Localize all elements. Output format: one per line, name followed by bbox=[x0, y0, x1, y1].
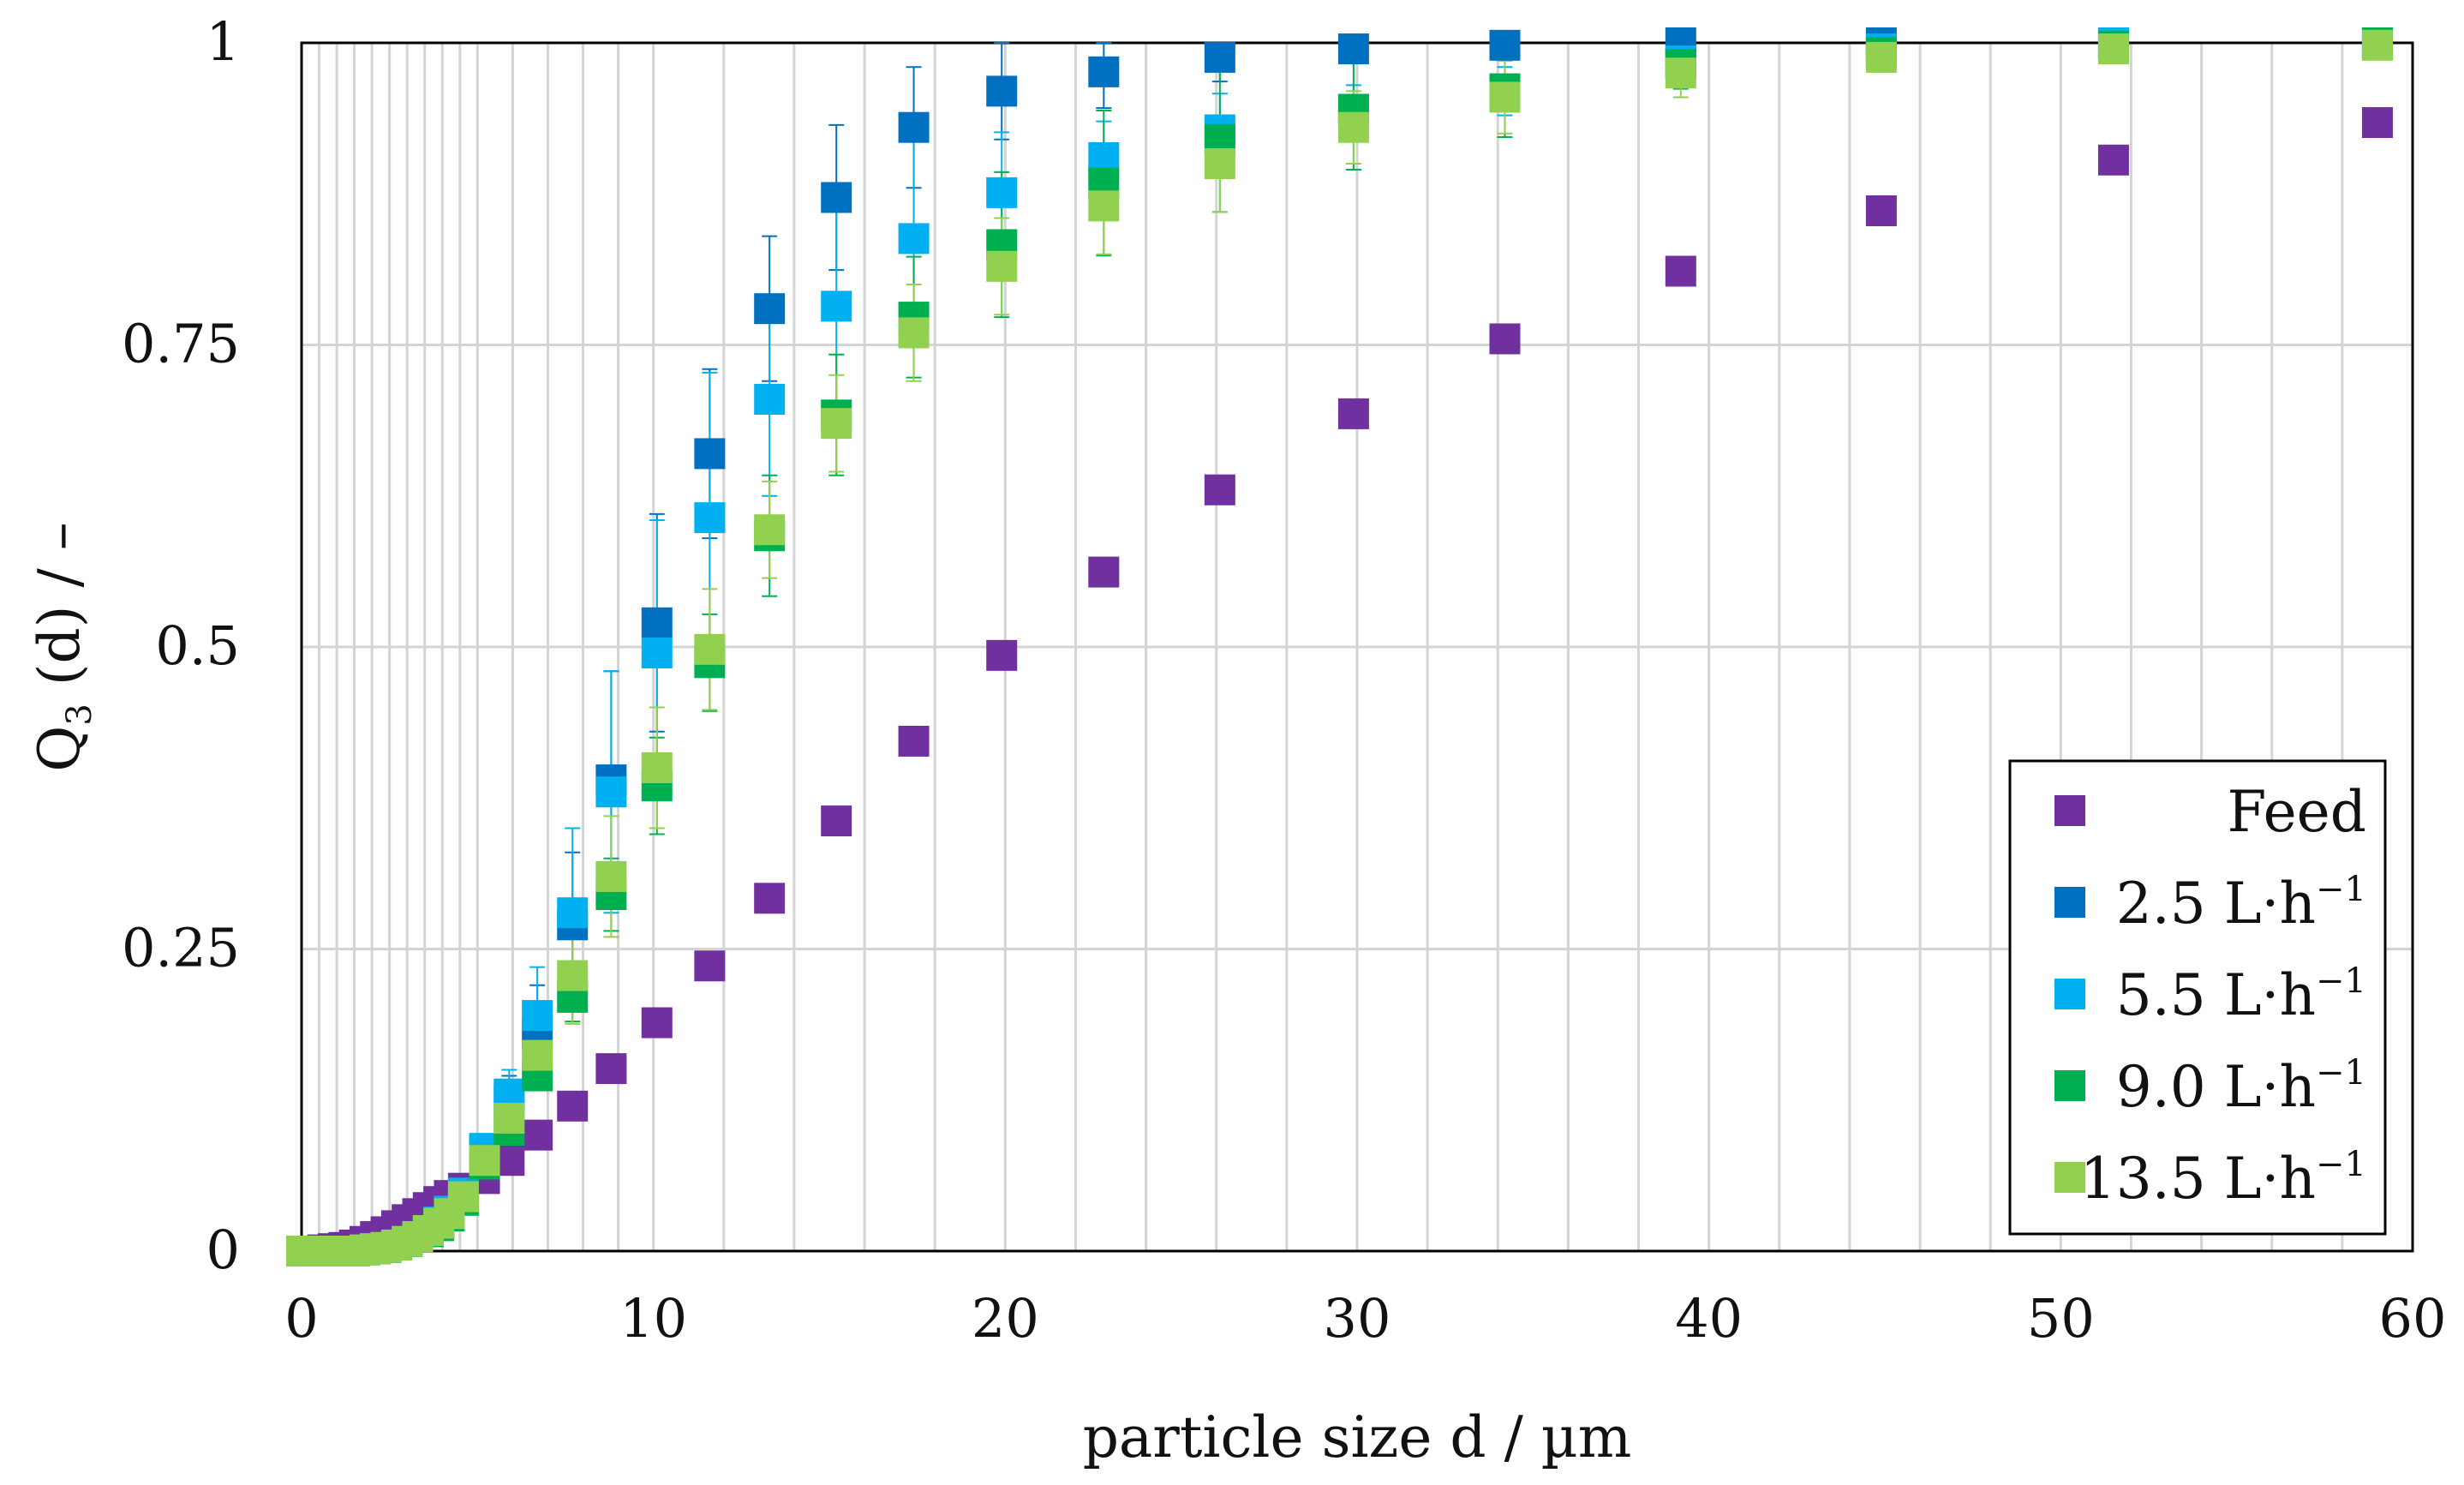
y-tick-label: 1 bbox=[206, 10, 240, 73]
data-point-series-2 bbox=[754, 383, 786, 415]
data-point-series-1 bbox=[641, 607, 673, 638]
x-tick-label: 40 bbox=[1675, 1287, 1743, 1350]
y-axis-title: Q3 (d) / – bbox=[27, 522, 99, 771]
data-point-series-2 bbox=[986, 177, 1018, 208]
legend-swatch bbox=[2054, 979, 2085, 1009]
y-axis-title-subscript: 3 bbox=[60, 704, 99, 725]
data-point-feed bbox=[557, 1090, 589, 1122]
legend-label-text: Feed bbox=[2227, 779, 2366, 845]
legend-swatch bbox=[2054, 1070, 2085, 1101]
data-point-series-4 bbox=[469, 1145, 500, 1177]
data-point-series-1 bbox=[1337, 33, 1369, 65]
legend-label: 2.5 L·h−1 bbox=[2116, 870, 2366, 937]
data-point-series-4 bbox=[986, 250, 1018, 282]
data-point-series-1 bbox=[821, 182, 852, 213]
data-point-series-2 bbox=[641, 638, 673, 669]
data-point-series-1 bbox=[694, 438, 726, 470]
legend-swatch bbox=[2054, 795, 2085, 826]
data-point-feed bbox=[1088, 556, 1120, 588]
data-point-feed bbox=[986, 639, 1018, 671]
x-axis-tick-labels: 0 10 20 30 40 50 60 bbox=[284, 1287, 2446, 1350]
data-point-series-2 bbox=[557, 897, 589, 929]
data-point-feed bbox=[754, 883, 786, 914]
data-point-feed bbox=[898, 725, 930, 757]
data-point-feed bbox=[1337, 398, 1369, 429]
legend-label-exponent: −1 bbox=[2316, 870, 2366, 909]
data-point-series-4 bbox=[2361, 29, 2393, 61]
data-point-series-4 bbox=[1204, 148, 1235, 179]
legend-label-exponent: −1 bbox=[2316, 961, 2366, 1001]
data-point-series-4 bbox=[1337, 111, 1369, 143]
data-point-series-2 bbox=[595, 776, 627, 808]
data-point-series-1 bbox=[986, 75, 1018, 107]
data-point-series-4 bbox=[1665, 57, 1696, 89]
x-tick-label: 30 bbox=[1324, 1287, 1391, 1350]
data-point-series-4 bbox=[447, 1181, 479, 1213]
data-point-series-4 bbox=[1088, 190, 1120, 222]
data-point-series-4 bbox=[557, 960, 589, 991]
data-point-feed bbox=[1665, 255, 1696, 287]
legend-swatch bbox=[2054, 1162, 2085, 1193]
data-point-feed bbox=[694, 950, 726, 982]
data-point-series-4 bbox=[493, 1102, 525, 1134]
legend-label-text: 2.5 L·h bbox=[2116, 871, 2316, 937]
data-point-series-1 bbox=[754, 293, 786, 325]
data-point-feed bbox=[522, 1119, 553, 1151]
data-point-feed bbox=[821, 805, 852, 837]
data-point-series-1 bbox=[1088, 56, 1120, 87]
data-point-series-4 bbox=[754, 514, 786, 546]
y-axis-title-rest: (d) / – bbox=[27, 522, 93, 704]
x-tick-label: 10 bbox=[619, 1287, 687, 1350]
data-point-series-4 bbox=[1489, 81, 1521, 113]
data-point-feed bbox=[2097, 144, 2129, 176]
legend-swatch bbox=[2054, 887, 2085, 918]
data-point-series-4 bbox=[694, 633, 726, 665]
legend-label-text: 5.5 L·h bbox=[2116, 962, 2316, 1028]
data-point-series-4 bbox=[821, 408, 852, 440]
data-point-feed bbox=[1489, 323, 1521, 355]
data-point-feed bbox=[595, 1053, 627, 1085]
x-tick-label: 50 bbox=[2027, 1287, 2095, 1350]
data-point-series-2 bbox=[898, 223, 930, 254]
data-point-feed bbox=[1865, 195, 1897, 226]
data-point-series-2 bbox=[694, 502, 726, 534]
data-point-feed bbox=[2361, 107, 2393, 139]
data-point-series-4 bbox=[1865, 41, 1897, 73]
data-point-feed bbox=[641, 1007, 673, 1039]
data-point-series-1 bbox=[898, 111, 930, 143]
data-point-series-4 bbox=[595, 860, 627, 892]
data-point-feed bbox=[1204, 474, 1235, 506]
x-axis-title: particle size d / µm bbox=[1083, 1404, 1632, 1470]
legend-label-text: 13.5 L·h bbox=[2080, 1146, 2316, 1212]
data-point-series-2 bbox=[522, 1000, 553, 1032]
data-point-series-2 bbox=[821, 290, 852, 322]
legend-label: Feed bbox=[2227, 779, 2366, 845]
data-point-series-4 bbox=[522, 1039, 553, 1071]
y-tick-label: 0 bbox=[206, 1219, 240, 1281]
data-point-series-4 bbox=[898, 317, 930, 349]
legend-label: 13.5 L·h−1 bbox=[2080, 1145, 2366, 1212]
x-tick-label: 60 bbox=[2379, 1287, 2447, 1350]
y-axis-title-main: Q bbox=[27, 726, 93, 772]
y-tick-label: 0.75 bbox=[122, 313, 240, 375]
data-point-series-4 bbox=[2097, 33, 2129, 65]
data-point-series-1 bbox=[1489, 29, 1521, 61]
legend-label-exponent: −1 bbox=[2316, 1053, 2366, 1093]
legend-label: 5.5 L·h−1 bbox=[2116, 961, 2366, 1028]
x-tick-label: 0 bbox=[284, 1287, 318, 1350]
y-axis-tick-labels: 0 0.25 0.5 0.75 1 bbox=[122, 10, 240, 1281]
y-tick-label: 0.5 bbox=[155, 614, 240, 677]
data-markers bbox=[286, 27, 2393, 1266]
y-tick-label: 0.25 bbox=[122, 917, 240, 979]
legend-label-exponent: −1 bbox=[2316, 1145, 2366, 1184]
legend-label: 9.0 L·h−1 bbox=[2116, 1053, 2366, 1120]
data-point-series-1 bbox=[1204, 41, 1235, 73]
data-point-series-4 bbox=[641, 752, 673, 783]
x-tick-label: 20 bbox=[972, 1287, 1039, 1350]
legend-label-text: 9.0 L·h bbox=[2116, 1054, 2316, 1120]
